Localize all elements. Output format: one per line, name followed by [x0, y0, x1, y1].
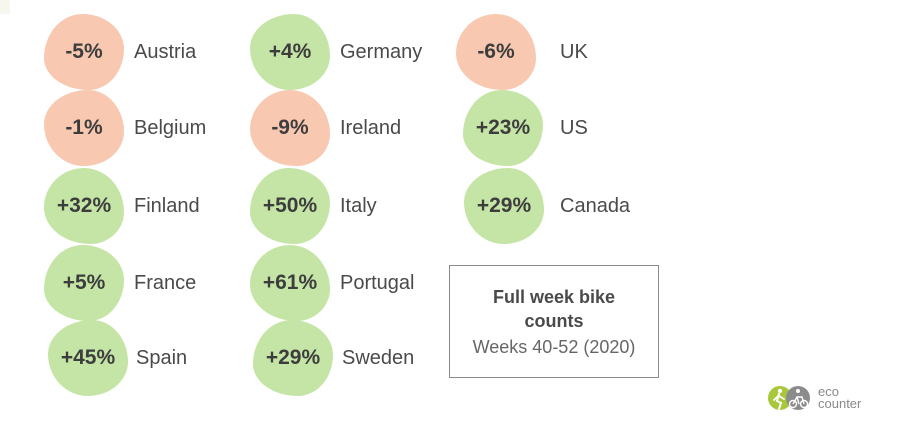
country-item-sweden: +29% Sweden: [253, 320, 453, 396]
logo-text: eco counter: [818, 384, 862, 411]
country-item-portugal: +61% Portugal: [250, 245, 450, 321]
info-box-title: Full week bike counts: [492, 286, 616, 331]
percent-badge: +50%: [250, 168, 330, 244]
percent-badge: +4%: [250, 14, 330, 90]
percent-badge: +61%: [250, 245, 330, 321]
country-item-belgium: -1% Belgium: [44, 90, 244, 166]
country-item-italy: +50% Italy: [250, 168, 450, 244]
country-item-austria: -5% Austria: [44, 14, 244, 90]
country-label: Sweden: [342, 347, 415, 369]
country-label: Belgium: [134, 117, 207, 139]
country-label: France: [134, 272, 197, 294]
percent-badge: -9%: [250, 90, 330, 166]
percent-badge: -6%: [456, 14, 536, 90]
eco-counter-logo: eco counter: [766, 382, 861, 414]
country-label: Austria: [134, 41, 197, 63]
country-label: Germany: [340, 41, 423, 63]
country-item-germany: +4% Germany: [250, 14, 450, 90]
logo-text-line1: eco: [818, 384, 839, 399]
percent-badge: +32%: [44, 168, 124, 244]
country-label: US: [560, 117, 588, 139]
country-item-ireland: -9% Ireland: [250, 90, 450, 166]
percent-badge: +45%: [48, 320, 128, 396]
percent-badge: +5%: [44, 245, 124, 321]
country-item-spain: +45% Spain: [48, 320, 248, 396]
country-label: Spain: [136, 347, 188, 369]
percent-badge: -5%: [44, 14, 124, 90]
logo-text-line2: counter: [818, 396, 862, 411]
country-label: Italy: [340, 195, 377, 217]
logo-icon: [768, 386, 810, 410]
country-item-finland: +32% Finland: [44, 168, 244, 244]
info-box-subtitle: Weeks 40-52 (2020): [472, 336, 636, 357]
percent-badge: +29%: [253, 320, 333, 396]
country-label: UK: [560, 41, 588, 63]
country-item-us: +23% US: [463, 90, 663, 166]
country-label: Portugal: [340, 272, 415, 294]
country-item-france: +5% France: [44, 245, 244, 321]
country-label: Ireland: [340, 117, 402, 139]
country-item-uk: -6% UK: [456, 14, 656, 90]
corner-decoration: [0, 0, 10, 14]
percent-badge: -1%: [44, 90, 124, 166]
country-item-canada: +29% Canada: [464, 168, 664, 244]
country-label: Canada: [560, 195, 631, 217]
percent-badge: +29%: [464, 168, 544, 244]
percent-badge: +23%: [463, 90, 543, 166]
country-label: Finland: [134, 195, 200, 217]
info-box: Full week bike counts Weeks 40-52 (2020): [449, 265, 659, 378]
